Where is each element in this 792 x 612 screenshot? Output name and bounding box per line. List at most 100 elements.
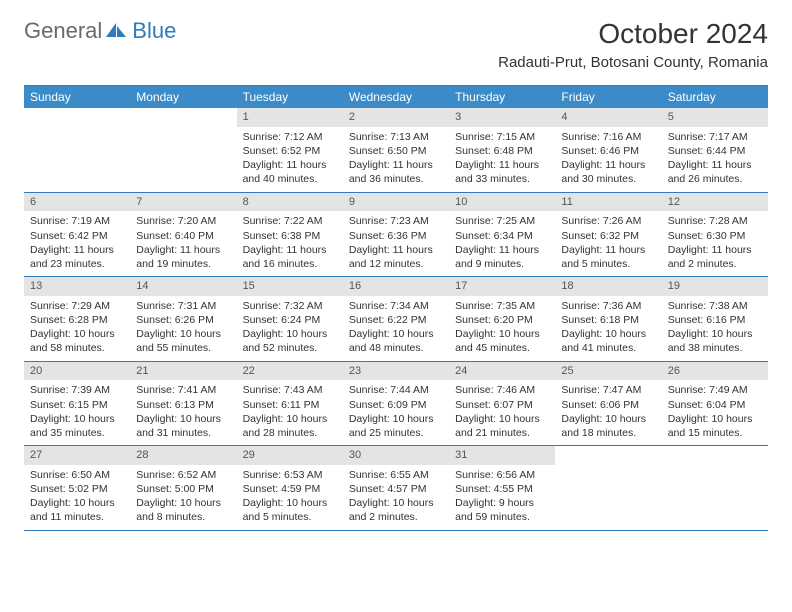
sunrise-text: Sunrise: 6:52 AM	[136, 468, 230, 482]
sunset-text: Sunset: 6:11 PM	[243, 398, 337, 412]
sunrise-text: Sunrise: 7:25 AM	[455, 214, 549, 228]
day-body: Sunrise: 7:20 AMSunset: 6:40 PMDaylight:…	[130, 211, 236, 276]
day-number: 3	[449, 108, 555, 127]
daylight-text: Daylight: 10 hours and 21 minutes.	[455, 412, 549, 440]
sunset-text: Sunset: 4:55 PM	[455, 482, 549, 496]
daylight-text: Daylight: 10 hours and 25 minutes.	[349, 412, 443, 440]
day-cell: 27Sunrise: 6:50 AMSunset: 5:02 PMDayligh…	[24, 446, 130, 530]
day-number: 12	[662, 193, 768, 212]
sunset-text: Sunset: 6:07 PM	[455, 398, 549, 412]
day-cell: 21Sunrise: 7:41 AMSunset: 6:13 PMDayligh…	[130, 362, 236, 446]
day-cell: 29Sunrise: 6:53 AMSunset: 4:59 PMDayligh…	[237, 446, 343, 530]
day-cell: 13Sunrise: 7:29 AMSunset: 6:28 PMDayligh…	[24, 277, 130, 361]
sunrise-text: Sunrise: 7:41 AM	[136, 383, 230, 397]
day-body: Sunrise: 6:50 AMSunset: 5:02 PMDaylight:…	[24, 465, 130, 530]
day-body: Sunrise: 7:44 AMSunset: 6:09 PMDaylight:…	[343, 380, 449, 445]
day-cell: 8 Sunrise: 7:22 AMSunset: 6:38 PMDaylight…	[237, 193, 343, 277]
daylight-text: Daylight: 10 hours and 38 minutes.	[668, 327, 762, 355]
sunrise-text: Sunrise: 7:19 AM	[30, 214, 124, 228]
sunrise-text: Sunrise: 7:46 AM	[455, 383, 549, 397]
day-number: 24	[449, 362, 555, 381]
sunset-text: Sunset: 6:09 PM	[349, 398, 443, 412]
day-header: Monday	[130, 86, 236, 108]
day-body: Sunrise: 7:12 AMSunset: 6:52 PMDaylight:…	[237, 127, 343, 192]
day-cell: 25Sunrise: 7:47 AMSunset: 6:06 PMDayligh…	[555, 362, 661, 446]
day-body: Sunrise: 6:52 AMSunset: 5:00 PMDaylight:…	[130, 465, 236, 530]
daylight-text: Daylight: 10 hours and 35 minutes.	[30, 412, 124, 440]
day-cell: 24 Sunrise: 7:46 AMSunset: 6:07 PMDayligh…	[449, 362, 555, 446]
day-cell: 20Sunrise: 7:39 AMSunset: 6:15 PMDayligh…	[24, 362, 130, 446]
sunset-text: Sunset: 6:36 PM	[349, 229, 443, 243]
day-number: 14	[130, 277, 236, 296]
day-body: Sunrise: 7:38 AMSunset: 6:16 PMDaylight:…	[662, 296, 768, 361]
sunset-text: Sunset: 6:46 PM	[561, 144, 655, 158]
sunrise-text: Sunrise: 7:26 AM	[561, 214, 655, 228]
day-number: 17	[449, 277, 555, 296]
sunset-text: Sunset: 6:38 PM	[243, 229, 337, 243]
sunrise-text: Sunrise: 6:53 AM	[243, 468, 337, 482]
day-number: 31	[449, 446, 555, 465]
day-cell: 26Sunrise: 7:49 AMSunset: 6:04 PMDayligh…	[662, 362, 768, 446]
day-header: Friday	[555, 86, 661, 108]
sunset-text: Sunset: 6:32 PM	[561, 229, 655, 243]
day-cell: 28Sunrise: 6:52 AMSunset: 5:00 PMDayligh…	[130, 446, 236, 530]
sunrise-text: Sunrise: 7:15 AM	[455, 130, 549, 144]
sunset-text: Sunset: 6:04 PM	[668, 398, 762, 412]
sunrise-text: Sunrise: 7:32 AM	[243, 299, 337, 313]
sunset-text: Sunset: 6:22 PM	[349, 313, 443, 327]
day-body: Sunrise: 7:31 AMSunset: 6:26 PMDaylight:…	[130, 296, 236, 361]
logo: General Blue	[24, 18, 176, 44]
day-body: Sunrise: 7:28 AMSunset: 6:30 PMDaylight:…	[662, 211, 768, 276]
sunrise-text: Sunrise: 7:47 AM	[561, 383, 655, 397]
day-number: 19	[662, 277, 768, 296]
day-body: Sunrise: 7:19 AMSunset: 6:42 PMDaylight:…	[24, 211, 130, 276]
sunset-text: Sunset: 6:30 PM	[668, 229, 762, 243]
sunrise-text: Sunrise: 7:16 AM	[561, 130, 655, 144]
week-row: 20Sunrise: 7:39 AMSunset: 6:15 PMDayligh…	[24, 362, 768, 447]
day-cell: 17Sunrise: 7:35 AMSunset: 6:20 PMDayligh…	[449, 277, 555, 361]
sunset-text: Sunset: 6:16 PM	[668, 313, 762, 327]
month-title: October 2024	[498, 18, 768, 50]
day-number: 4	[555, 108, 661, 127]
sunrise-text: Sunrise: 7:22 AM	[243, 214, 337, 228]
day-cell: .	[662, 446, 768, 530]
day-body: Sunrise: 7:35 AMSunset: 6:20 PMDaylight:…	[449, 296, 555, 361]
day-number: 8	[237, 193, 343, 212]
sunrise-text: Sunrise: 7:31 AM	[136, 299, 230, 313]
day-number: 30	[343, 446, 449, 465]
day-cell: 6Sunrise: 7:19 AMSunset: 6:42 PMDaylight…	[24, 193, 130, 277]
daylight-text: Daylight: 10 hours and 52 minutes.	[243, 327, 337, 355]
sunset-text: Sunset: 6:15 PM	[30, 398, 124, 412]
sunrise-text: Sunrise: 7:44 AM	[349, 383, 443, 397]
day-number: 6	[24, 193, 130, 212]
day-header: Sunday	[24, 86, 130, 108]
day-header: Tuesday	[237, 86, 343, 108]
sunrise-text: Sunrise: 7:29 AM	[30, 299, 124, 313]
sunset-text: Sunset: 6:40 PM	[136, 229, 230, 243]
day-body: Sunrise: 6:56 AMSunset: 4:55 PMDaylight:…	[449, 465, 555, 530]
daylight-text: Daylight: 10 hours and 28 minutes.	[243, 412, 337, 440]
logo-text-general: General	[24, 18, 102, 44]
sunrise-text: Sunrise: 7:20 AM	[136, 214, 230, 228]
day-header: Saturday	[662, 86, 768, 108]
day-cell: 12Sunrise: 7:28 AMSunset: 6:30 PMDayligh…	[662, 193, 768, 277]
day-cell: .	[555, 446, 661, 530]
week-row: 13Sunrise: 7:29 AMSunset: 6:28 PMDayligh…	[24, 277, 768, 362]
day-number: 16	[343, 277, 449, 296]
sunset-text: Sunset: 6:42 PM	[30, 229, 124, 243]
day-body: Sunrise: 7:36 AMSunset: 6:18 PMDaylight:…	[555, 296, 661, 361]
daylight-text: Daylight: 10 hours and 45 minutes.	[455, 327, 549, 355]
day-number: 21	[130, 362, 236, 381]
day-cell: 16Sunrise: 7:34 AMSunset: 6:22 PMDayligh…	[343, 277, 449, 361]
day-cell: 7Sunrise: 7:20 AMSunset: 6:40 PMDaylight…	[130, 193, 236, 277]
sunrise-text: Sunrise: 7:35 AM	[455, 299, 549, 313]
daylight-text: Daylight: 11 hours and 16 minutes.	[243, 243, 337, 271]
sunset-text: Sunset: 6:48 PM	[455, 144, 549, 158]
day-cell: 2Sunrise: 7:13 AMSunset: 6:50 PMDaylight…	[343, 108, 449, 192]
sunset-text: Sunset: 6:34 PM	[455, 229, 549, 243]
sunrise-text: Sunrise: 7:38 AM	[668, 299, 762, 313]
sunrise-text: Sunrise: 6:50 AM	[30, 468, 124, 482]
sunrise-text: Sunrise: 7:28 AM	[668, 214, 762, 228]
day-cell: .	[24, 108, 130, 192]
daylight-text: Daylight: 10 hours and 18 minutes.	[561, 412, 655, 440]
